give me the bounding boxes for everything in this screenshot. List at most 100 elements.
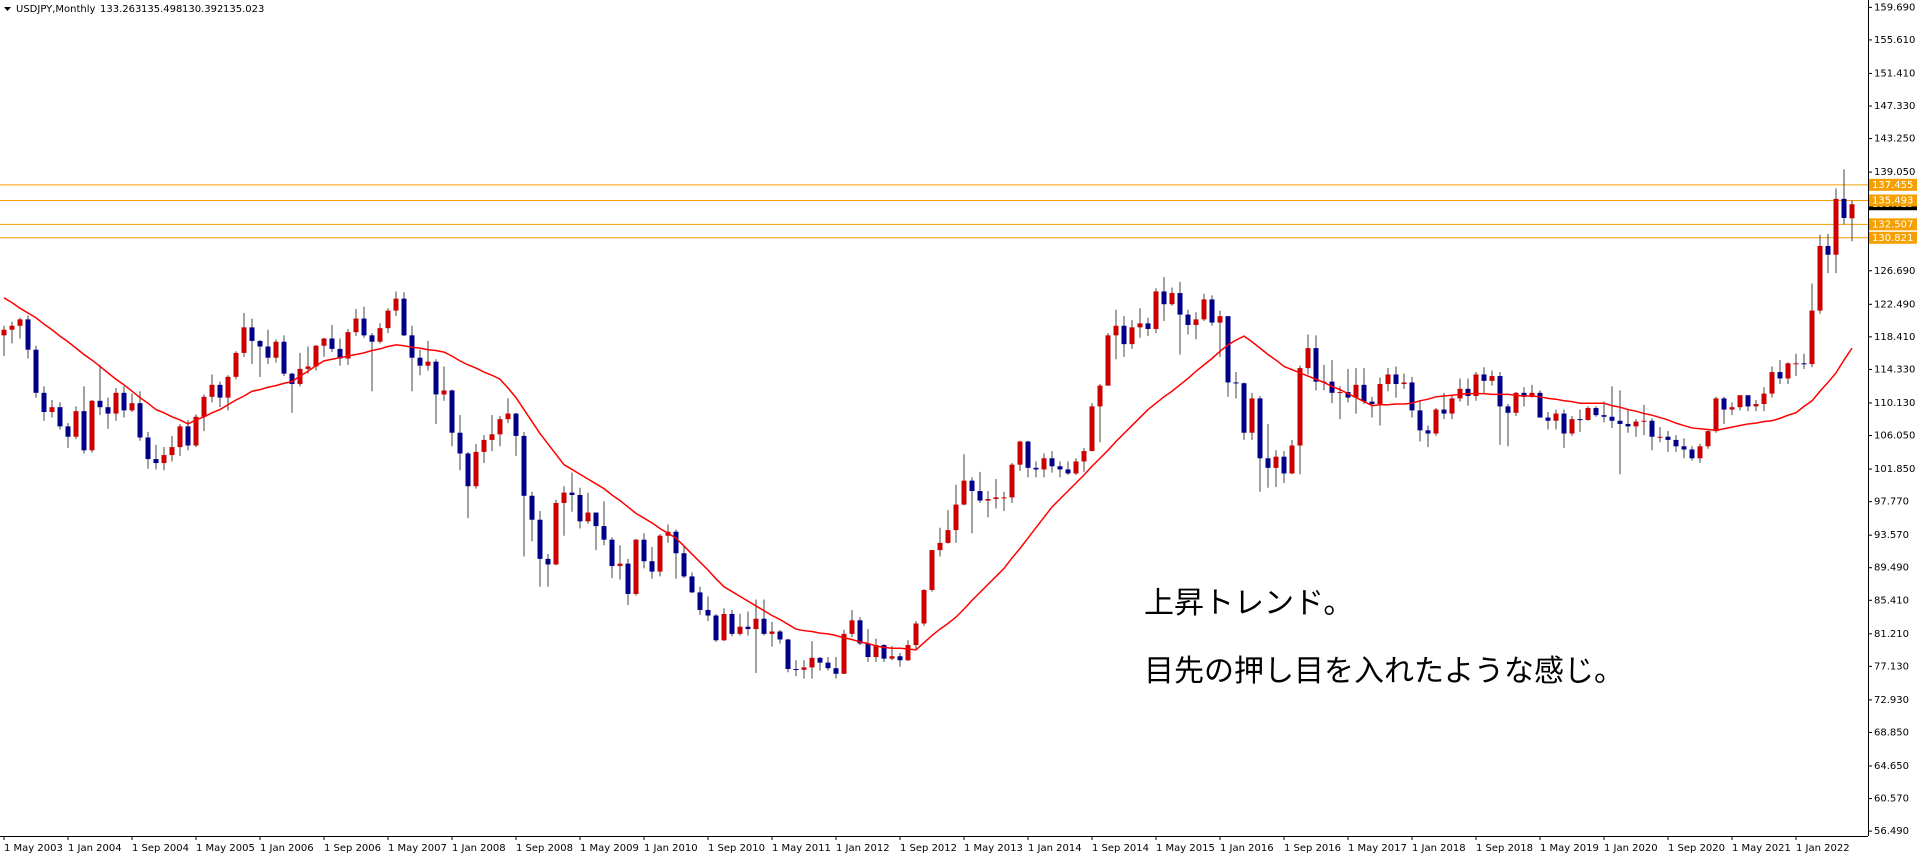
candle-body [921,589,927,624]
candle-body [721,613,727,641]
candle-body [457,432,463,454]
candle-body [1633,421,1639,427]
candle-body [1201,299,1207,320]
candle-body [1313,348,1319,382]
y-tick-label: 143.250 [1874,134,1915,145]
candle-body [1553,413,1559,421]
candle-body [593,512,599,527]
candle-body [1089,406,1095,452]
candle-body [409,335,415,358]
ohlc-low: 130.392 [182,4,223,15]
ohlc-open: 133.263 [100,4,141,15]
candle-body [641,539,647,562]
candle-body [137,403,143,438]
candle-body [1033,467,1039,470]
candle-body [545,558,551,565]
x-tick-label: 1 Sep 2006 [324,843,381,854]
y-tick-label: 81.210 [1874,629,1909,640]
candle-body [1185,314,1191,325]
candle-body [1401,382,1407,385]
candle-body [321,338,327,346]
candle-body [833,668,839,674]
candle-body [569,492,575,495]
candle-body [289,373,295,385]
candle-body [1049,458,1055,467]
candle-body [1801,363,1807,365]
candle-body [233,352,239,377]
candle-body [49,407,55,412]
candle-body [1249,398,1255,433]
candle-body [1433,409,1439,434]
candle-body [1,329,7,336]
annotation: 上昇トレンド。 [1144,586,1353,621]
line-price-box [1869,218,1917,231]
candle-body [265,346,271,358]
candle-body [697,592,703,610]
candle-body [1505,406,1511,413]
y-tick-label: 159.690 [1874,2,1915,13]
y-tick-label: 155.610 [1874,35,1915,46]
candle-body [1561,413,1567,434]
candle-body [449,390,455,433]
candle-body [985,498,991,501]
candle-body [1745,395,1751,407]
candle-body [977,490,983,501]
candle-body [785,639,791,670]
ohlc-close: 135.023 [223,4,264,15]
candle-body [17,319,23,326]
candle-body [1785,363,1791,379]
candle-body [241,327,247,353]
candle-body [825,662,831,669]
candle-body [1793,363,1799,365]
candle-body [1169,293,1175,305]
candle-body [745,626,751,630]
candle-body [713,615,719,641]
x-tick-label: 1 Sep 2014 [1092,843,1149,854]
candle-body [385,310,391,329]
menu-arrow[interactable] [4,7,11,11]
candle-body [945,530,951,543]
candle-body [961,480,967,505]
candle-body [193,416,199,446]
candle-body [353,318,359,333]
y-tick-label: 139.050 [1874,167,1915,178]
candle-body [369,335,375,342]
candle-body [329,338,335,349]
x-tick-label: 1 May 2007 [388,843,447,854]
x-tick-label: 1 Jan 2018 [1412,843,1466,854]
candle-body [625,563,631,594]
candle-body [777,631,783,640]
candle-body [497,419,503,435]
candle-body [145,437,151,460]
candle-body [1513,392,1519,413]
candle-body [273,341,279,358]
candle-body [1393,374,1399,385]
candle-body [169,447,175,456]
candle-body [425,361,431,366]
ohlc-high: 135.498 [141,4,182,15]
candle-body [761,618,767,634]
candle-body [257,340,263,347]
candle-body [1409,382,1415,411]
candle-body [1537,392,1543,418]
candle-body [305,366,311,369]
candle-body [1601,415,1607,417]
candle-body [1145,323,1151,329]
candle-body [1545,417,1551,421]
candle-body [1017,441,1023,465]
candle-body [1825,245,1831,255]
candle-body [1305,348,1311,369]
candle-body [1841,198,1847,219]
candle-body [1489,376,1495,381]
candle-body [705,609,711,616]
candle-body [1009,464,1015,498]
y-tick-label: 72.930 [1874,695,1909,706]
candle-body [1593,407,1599,416]
candle-body [513,413,519,436]
y-tick-label: 60.570 [1874,794,1909,805]
y-tick-label: 97.770 [1874,497,1909,508]
candle-body [225,376,231,398]
moving-average [3,297,1853,651]
x-tick-label: 1 May 2005 [196,843,255,854]
y-tick-label: 147.330 [1874,101,1915,112]
